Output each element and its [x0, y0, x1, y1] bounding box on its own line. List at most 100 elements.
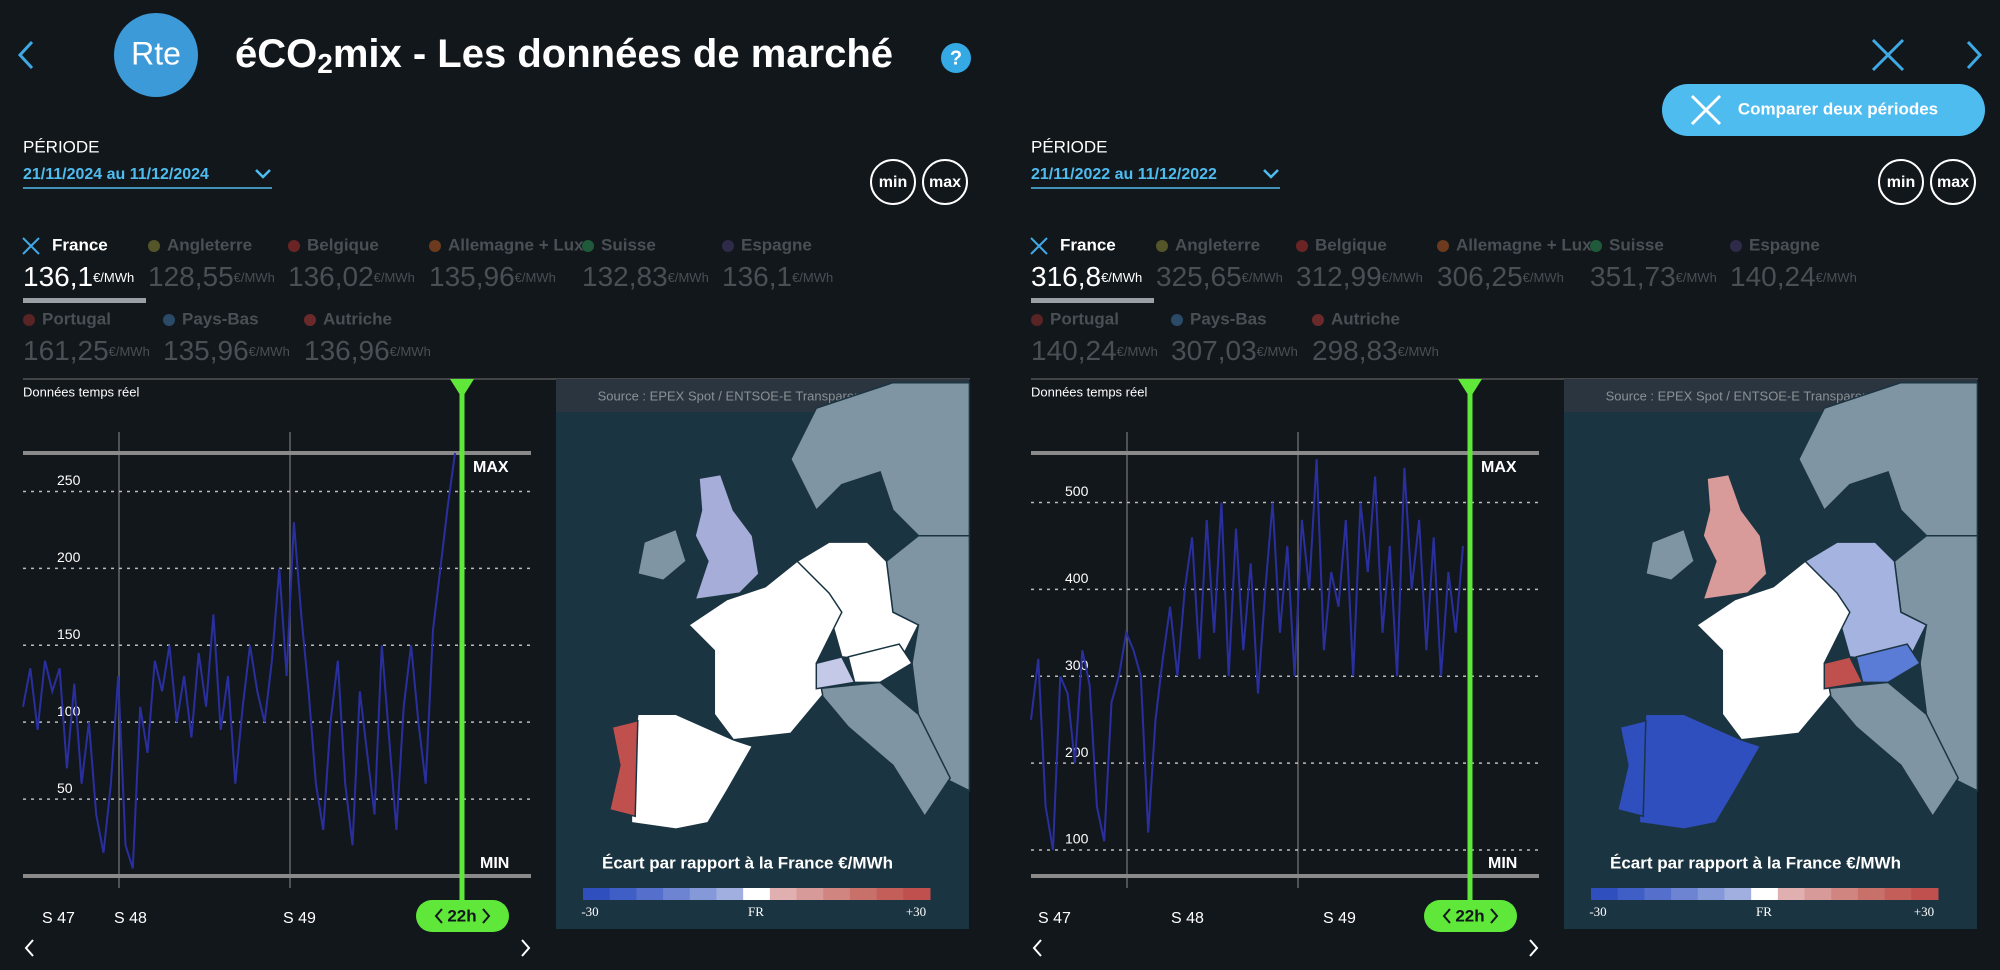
map-country[interactable] [608, 719, 639, 818]
close-icon[interactable] [1871, 38, 1905, 72]
cursor-top[interactable] [450, 379, 474, 398]
dropdown-icon[interactable] [1263, 169, 1279, 179]
country-name[interactable]: Espagne [1749, 235, 1820, 254]
map-country[interactable] [1616, 719, 1647, 818]
back-arrow[interactable] [17, 40, 34, 70]
price: 312,99 [1296, 261, 1382, 292]
unit: €/MWh [1523, 270, 1564, 285]
country-name[interactable]: Autriche [323, 309, 392, 328]
map-country[interactable] [694, 473, 760, 601]
cursor-pill[interactable] [1424, 900, 1517, 932]
max-button[interactable] [1930, 159, 1976, 205]
country-value[interactable]: 306,25€/MWh [1437, 261, 1564, 292]
country-name[interactable]: Belgique [307, 235, 379, 254]
country-value[interactable]: 312,99€/MWh [1296, 261, 1423, 292]
cursor-text[interactable]: 22h [1455, 906, 1484, 925]
country-name[interactable]: Suisse [1609, 235, 1664, 254]
map-country[interactable] [847, 643, 914, 684]
country-name[interactable]: Espagne [741, 235, 812, 254]
cursor-top[interactable] [1458, 379, 1482, 398]
deselect-icon[interactable] [1030, 237, 1048, 255]
country-value[interactable]: 307,03€/MWh [1171, 335, 1298, 366]
unit: €/MWh [374, 270, 415, 285]
cursor-chevrons[interactable] [434, 908, 491, 924]
color-scale [689, 888, 717, 900]
min-text[interactable]: min [1887, 174, 1915, 191]
country-name[interactable]: Pays-Bas [1190, 309, 1267, 328]
country-name[interactable]: Portugal [1050, 309, 1119, 328]
price: 316,8 [1031, 261, 1101, 292]
next-arrow[interactable] [1966, 40, 1983, 70]
help-text[interactable]: ? [950, 47, 962, 69]
map-country[interactable] [1822, 681, 1960, 818]
map-country[interactable] [687, 560, 843, 741]
map-country[interactable] [796, 541, 920, 665]
chart-prev[interactable] [1032, 939, 1042, 957]
compare-icon[interactable] [1690, 94, 1722, 126]
country-name[interactable]: France [52, 235, 108, 254]
country-value[interactable]: 351,73€/MWh [1590, 261, 1717, 292]
map-country[interactable] [1695, 560, 1851, 741]
color-scale [1911, 888, 1939, 900]
country-value[interactable]: 316,8€/MWh [1031, 261, 1142, 292]
country-name[interactable]: Autriche [1331, 309, 1400, 328]
map-country[interactable] [1855, 643, 1922, 684]
compare-button[interactable] [1662, 84, 1985, 136]
price: 136,1 [23, 261, 93, 292]
country-value[interactable]: 140,24€/MWh [1730, 261, 1857, 292]
map-country[interactable] [1702, 473, 1768, 601]
country-dot [1730, 240, 1742, 252]
country-value[interactable]: 128,55€/MWh [148, 261, 275, 292]
map-country[interactable] [636, 528, 688, 582]
cursor-pill[interactable] [416, 900, 509, 932]
country-value[interactable]: 136,02€/MWh [288, 261, 415, 292]
country-name[interactable]: Portugal [42, 309, 111, 328]
country-name[interactable]: Angleterre [1175, 235, 1260, 254]
cursor-text[interactable]: 22h [447, 906, 476, 925]
price: 135,96 [163, 335, 249, 366]
chart-next[interactable] [521, 939, 531, 957]
country-value[interactable]: 136,1€/MWh [23, 261, 134, 292]
country-value[interactable]: 136,1€/MWh [722, 261, 833, 292]
max-button[interactable] [922, 159, 968, 205]
country-dot [288, 240, 300, 252]
map-country[interactable] [1644, 528, 1696, 582]
country-name[interactable]: France [1060, 235, 1116, 254]
min-text[interactable]: min [879, 174, 907, 191]
unit: €/MWh [390, 344, 431, 359]
map-country[interactable] [814, 681, 952, 818]
scale-label: FR [748, 904, 764, 919]
dropdown-icon[interactable] [255, 169, 271, 179]
chart-next[interactable] [1529, 939, 1539, 957]
country-name[interactable]: Allemagne + Lux [1456, 235, 1592, 254]
country-value[interactable]: 298,83€/MWh [1312, 335, 1439, 366]
max-text[interactable]: max [929, 174, 961, 191]
country-name[interactable]: Angleterre [167, 235, 252, 254]
country-name[interactable]: Belgique [1315, 235, 1387, 254]
help-icon[interactable] [941, 43, 971, 73]
min-button[interactable] [1878, 159, 1924, 205]
max-text[interactable]: max [1937, 174, 1969, 191]
country-name[interactable]: Suisse [601, 235, 656, 254]
country-value[interactable]: 135,96€/MWh [429, 261, 556, 292]
cursor-chevrons[interactable] [1442, 908, 1499, 924]
country-dot [722, 240, 734, 252]
selected-bar [1031, 298, 1154, 303]
scale-label: +30 [1914, 904, 1934, 919]
country-name[interactable]: Pays-Bas [182, 309, 259, 328]
period-select[interactable]: 21/11/2022 au 11/12/2022 [1031, 166, 1217, 183]
country-value[interactable]: 132,83€/MWh [582, 261, 709, 292]
chart-prev[interactable] [24, 939, 34, 957]
country-value[interactable]: 136,96€/MWh [304, 335, 431, 366]
country-name[interactable]: Allemagne + Lux [448, 235, 584, 254]
country-value[interactable]: 140,24€/MWh [1031, 335, 1158, 366]
period-select[interactable]: 21/11/2024 au 11/12/2024 [23, 166, 209, 183]
map-country[interactable] [1804, 541, 1928, 665]
country-value[interactable]: 161,25€/MWh [23, 335, 150, 366]
color-scale [1777, 888, 1806, 900]
country-value[interactable]: 135,96€/MWh [163, 335, 290, 366]
compare-text[interactable]: Comparer deux périodes [1738, 99, 1938, 118]
deselect-icon[interactable] [22, 237, 40, 255]
min-button[interactable] [870, 159, 916, 205]
country-value[interactable]: 325,65€/MWh [1156, 261, 1283, 292]
